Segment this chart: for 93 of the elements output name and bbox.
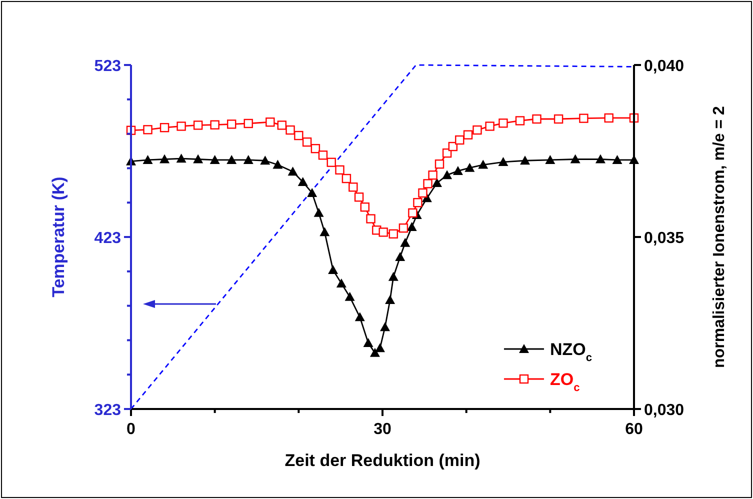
- point: [388, 272, 398, 281]
- point: [455, 135, 464, 145]
- legend-label: NZO$_{c}$: [550, 340, 592, 364]
- point: [288, 166, 298, 176]
- y-tick-label: 323: [94, 402, 122, 419]
- point: [363, 338, 374, 347]
- point: [370, 348, 380, 357]
- point: [193, 120, 203, 130]
- point: [388, 229, 398, 239]
- point: [336, 278, 346, 288]
- point: [464, 162, 475, 172]
- point: [210, 154, 220, 164]
- point: [374, 343, 385, 352]
- point: [160, 154, 170, 164]
- point: [498, 118, 508, 128]
- point: [385, 294, 396, 304]
- y-axis-title: Temperatur (K): [49, 176, 68, 298]
- point: [286, 125, 295, 135]
- point: [498, 157, 508, 166]
- point: [310, 144, 320, 154]
- y2-tick-label: 0,030: [644, 402, 684, 419]
- point: [378, 228, 388, 237]
- point: [266, 118, 275, 127]
- y2-tick-label: 0,035: [644, 230, 684, 247]
- point: [294, 130, 304, 140]
- point: [143, 125, 152, 134]
- point: [554, 114, 564, 124]
- x-tick-label: 0: [126, 421, 136, 438]
- point: [320, 227, 330, 236]
- point: [272, 160, 283, 169]
- point: [406, 222, 417, 232]
- point: [570, 154, 580, 164]
- x-tick-label: 30: [374, 421, 392, 438]
- point: [485, 122, 494, 131]
- point: [210, 120, 220, 130]
- point: [595, 154, 606, 164]
- point: [335, 165, 344, 175]
- point: [434, 159, 444, 169]
- point: [307, 188, 318, 197]
- y2-axis-title: normalisierter Ionenstrom, m/e = 2: [711, 106, 728, 368]
- point: [398, 223, 408, 233]
- point: [423, 179, 432, 188]
- point: [366, 214, 376, 224]
- x-tick-label: 60: [625, 421, 643, 438]
- point: [348, 182, 358, 192]
- point: [360, 202, 370, 212]
- point: [532, 114, 542, 124]
- point: [545, 154, 556, 164]
- point: [408, 208, 418, 218]
- point: [448, 142, 458, 152]
- point: [176, 154, 186, 163]
- point: [260, 156, 270, 165]
- point: [227, 120, 236, 129]
- y2-tick-label: 0,040: [644, 58, 684, 75]
- point: [142, 154, 153, 164]
- x-axis-title: Zeit der Reduktion (min): [284, 451, 480, 470]
- point: [472, 125, 482, 135]
- point: [277, 120, 286, 130]
- point: [326, 158, 336, 167]
- point: [612, 154, 622, 164]
- point: [243, 154, 254, 164]
- point: [176, 122, 186, 131]
- y-tick-label: 423: [94, 230, 122, 247]
- y-tick-label: 523: [94, 58, 122, 75]
- point: [400, 238, 410, 247]
- point: [579, 114, 588, 123]
- point: [442, 170, 452, 180]
- point: [520, 156, 530, 165]
- point: [478, 160, 488, 169]
- point: [314, 208, 324, 217]
- point: [395, 252, 406, 261]
- point: [515, 116, 525, 126]
- point: [160, 123, 170, 132]
- point: [604, 113, 614, 123]
- point: [344, 292, 355, 301]
- point: [354, 192, 364, 202]
- legend-label: ZO$_{c}$: [550, 370, 580, 394]
- point: [193, 154, 204, 164]
- point: [418, 188, 428, 198]
- point: [380, 322, 390, 332]
- point: [302, 137, 312, 147]
- point: [413, 198, 422, 208]
- point: [463, 130, 473, 140]
- point: [226, 154, 237, 164]
- point: [328, 265, 338, 274]
- point: [318, 150, 328, 160]
- point: [428, 170, 438, 180]
- point: [298, 176, 308, 186]
- point: [342, 174, 352, 184]
- point: [432, 178, 442, 187]
- point: [452, 166, 463, 175]
- point: [244, 118, 253, 128]
- point: [354, 312, 365, 322]
